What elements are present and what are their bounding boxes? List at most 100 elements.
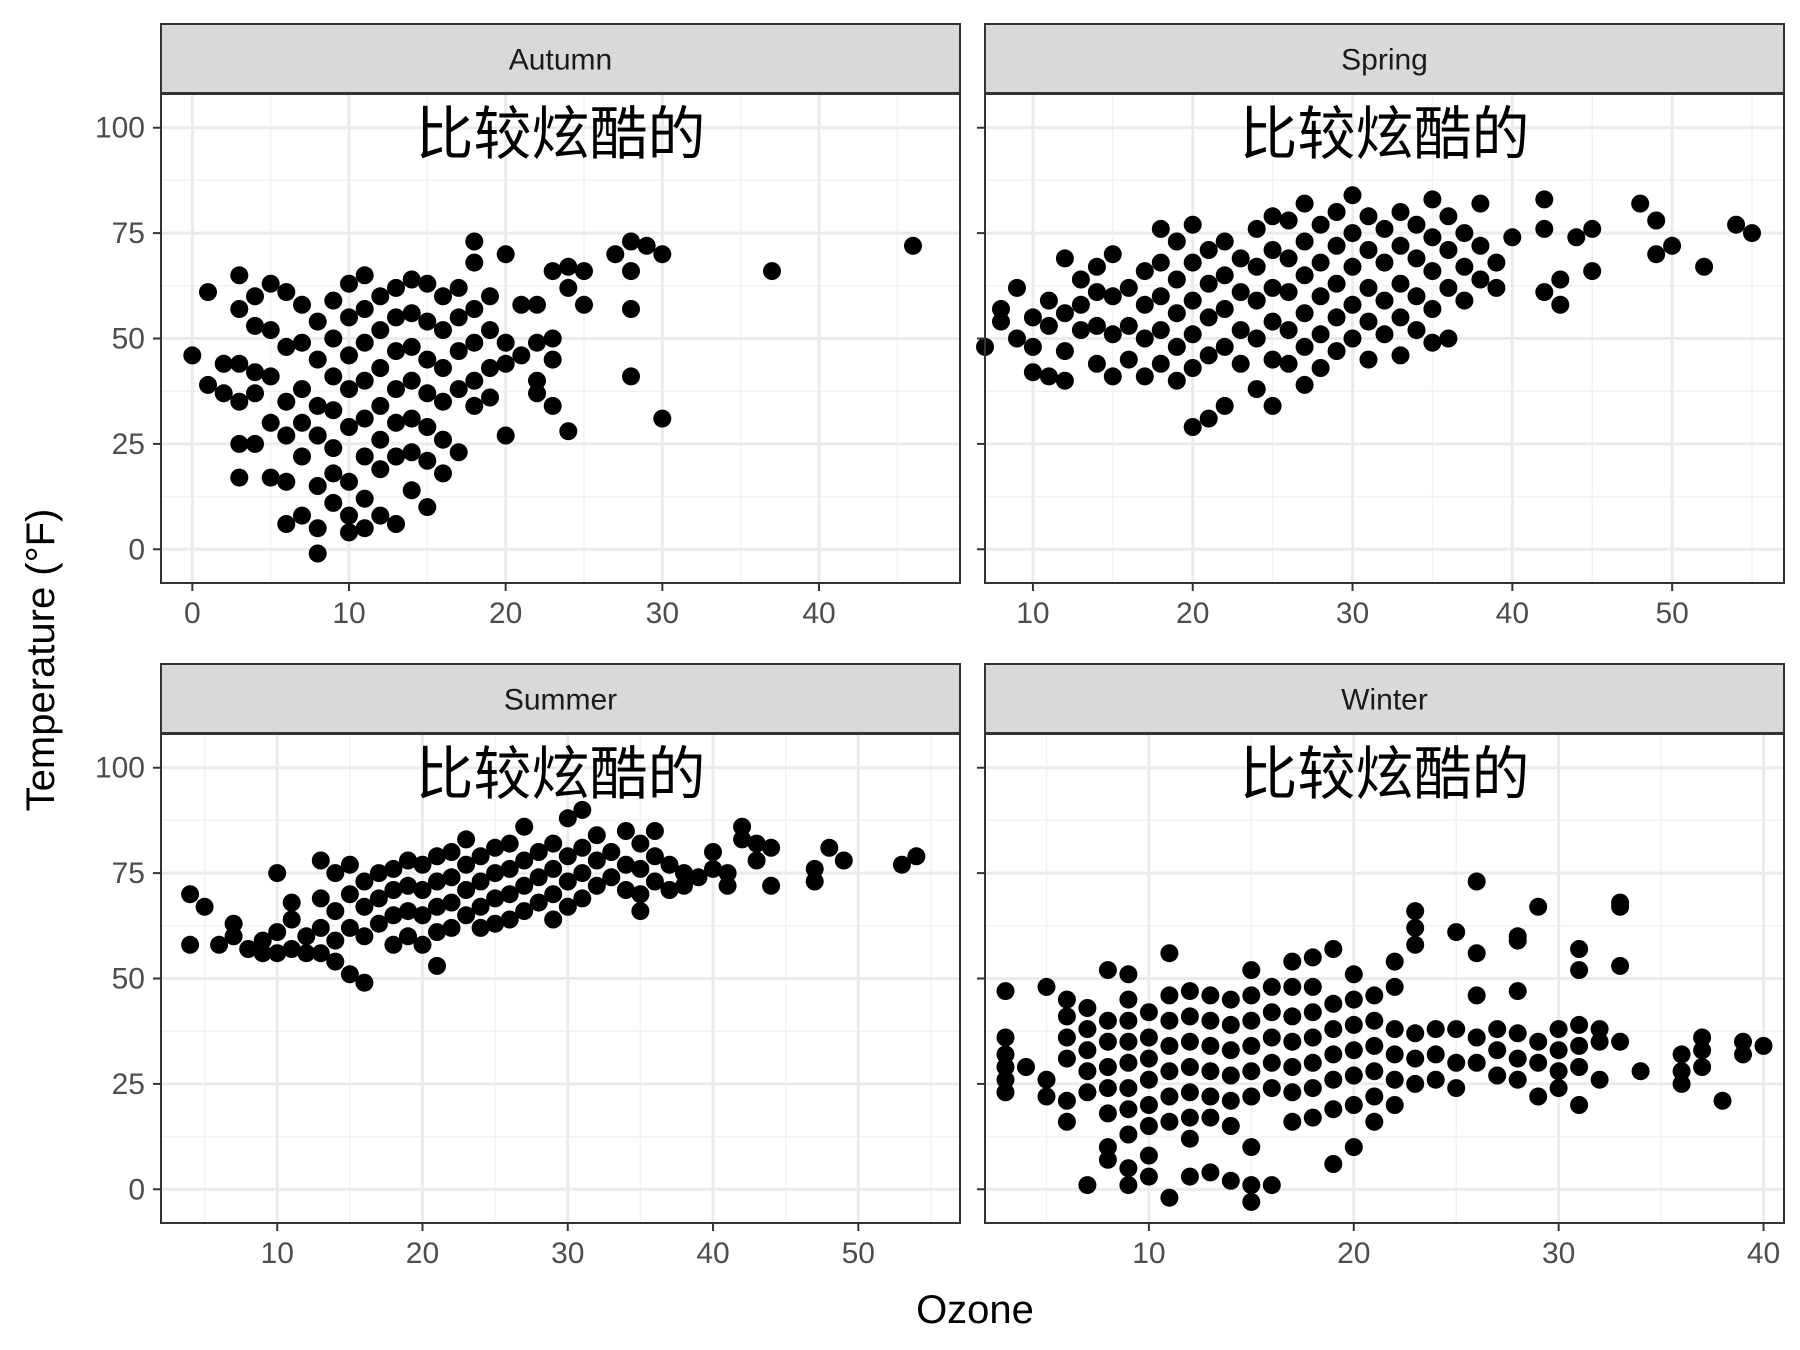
data-point	[1180, 1167, 1199, 1186]
data-point	[418, 384, 437, 403]
data-point	[1057, 1049, 1076, 1068]
data-point	[500, 910, 519, 929]
data-point	[308, 477, 327, 495]
x-tick-label: 50	[842, 1237, 875, 1270]
data-point	[602, 843, 621, 861]
data-point	[1303, 1079, 1322, 1098]
data-point	[486, 838, 505, 857]
data-point	[369, 864, 388, 883]
data-point	[689, 868, 708, 887]
data-point	[277, 337, 296, 356]
data-point	[261, 413, 280, 432]
data-point	[645, 872, 664, 891]
data-point	[622, 300, 640, 318]
data-point	[324, 401, 343, 420]
data-point	[1663, 236, 1682, 255]
data-point	[465, 232, 484, 251]
data-point	[1570, 1058, 1589, 1076]
data-point	[1631, 1062, 1650, 1081]
data-point	[399, 927, 417, 946]
data-point	[496, 354, 515, 373]
data-point	[587, 826, 606, 845]
data-point	[1529, 1032, 1548, 1051]
data-point	[1406, 1074, 1425, 1093]
data-point	[1247, 329, 1266, 348]
data-point	[387, 308, 405, 327]
data-point	[645, 847, 664, 866]
data-point	[1311, 325, 1330, 344]
data-point	[308, 426, 327, 445]
data-point	[1303, 1053, 1322, 1072]
data-point	[1359, 207, 1378, 226]
data-point	[1221, 990, 1240, 1009]
data-point	[1199, 409, 1218, 428]
data-point	[1037, 977, 1056, 996]
data-point	[1215, 300, 1234, 318]
x-tick-label: 30	[646, 597, 679, 630]
data-point	[369, 889, 388, 908]
data-point	[399, 851, 417, 870]
y-tick-label: 50	[112, 963, 145, 996]
data-point	[1279, 354, 1298, 373]
data-point	[195, 897, 214, 916]
data-point	[1167, 270, 1186, 289]
data-point	[1406, 902, 1425, 921]
data-point	[1303, 1028, 1322, 1047]
data-point	[1503, 228, 1522, 247]
data-point	[1180, 1129, 1199, 1148]
data-point	[1570, 1096, 1589, 1114]
data-point	[1471, 236, 1490, 255]
data-point	[544, 910, 563, 929]
data-point	[996, 1045, 1015, 1064]
data-point	[1262, 1003, 1281, 1022]
points-autumn	[183, 232, 922, 563]
data-point	[282, 910, 301, 929]
data-point	[1467, 944, 1486, 963]
data-point	[704, 859, 722, 878]
data-point	[1467, 986, 1486, 1005]
data-point	[1439, 278, 1458, 297]
data-point	[1359, 278, 1378, 297]
data-point	[293, 506, 311, 525]
data-point	[1327, 274, 1346, 293]
data-point	[1103, 325, 1122, 344]
data-point	[559, 257, 578, 276]
data-point	[528, 295, 546, 314]
data-point	[1447, 1079, 1466, 1098]
data-point	[324, 493, 343, 512]
data-point	[471, 918, 490, 937]
data-point	[528, 333, 546, 352]
data-point	[246, 434, 264, 453]
data-point	[268, 864, 287, 883]
data-point	[1311, 215, 1330, 234]
data-point	[1231, 283, 1250, 302]
data-point	[1057, 1112, 1076, 1131]
data-point	[1087, 316, 1106, 335]
data-point	[434, 430, 452, 449]
data-point	[1199, 241, 1218, 259]
data-point	[246, 384, 264, 403]
data-point	[587, 876, 606, 895]
data-point	[892, 855, 911, 874]
data-point	[1037, 1087, 1056, 1106]
data-point	[622, 367, 640, 386]
data-point	[1385, 1070, 1404, 1089]
data-point	[653, 245, 672, 264]
data-point	[183, 346, 202, 365]
data-point	[1262, 1079, 1281, 1098]
data-point	[1693, 1041, 1712, 1060]
data-point	[1119, 1100, 1138, 1119]
data-point	[733, 830, 752, 849]
data-point	[1439, 241, 1458, 259]
data-point	[1139, 1117, 1158, 1135]
data-point	[1672, 1074, 1691, 1093]
data-point	[1039, 316, 1058, 335]
data-point	[675, 876, 693, 895]
data-point	[747, 851, 766, 870]
data-point	[1151, 287, 1170, 306]
data-point	[1344, 1066, 1363, 1085]
data-point	[1215, 396, 1234, 415]
data-point	[631, 834, 650, 853]
data-point	[1071, 295, 1090, 314]
data-point	[1263, 241, 1282, 259]
